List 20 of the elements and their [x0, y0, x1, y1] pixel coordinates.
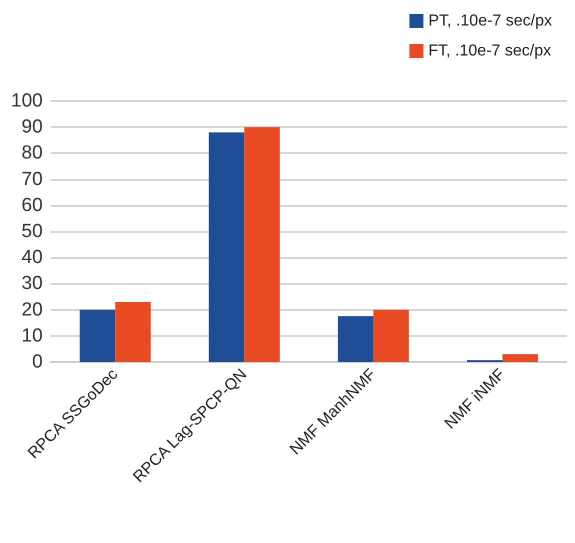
y-tick-label: 80 [22, 142, 43, 164]
bar [80, 310, 116, 362]
legend-label: PT, .10e-7 sec/px [428, 12, 552, 30]
bar [338, 316, 374, 362]
y-tick-label: 90 [22, 116, 43, 138]
y-tick-label: 60 [22, 194, 43, 216]
y-tick-label: 20 [22, 299, 43, 320]
bar [244, 127, 280, 362]
y-tick-label: 10 [22, 325, 43, 346]
y-tick-label: 40 [22, 247, 43, 268]
bar [115, 302, 151, 362]
y-tick-label: 0 [32, 352, 43, 372]
bar [373, 310, 409, 362]
y-tick-label: 30 [22, 273, 43, 294]
bar [502, 354, 538, 362]
bar [208, 132, 244, 362]
legend-label: FT, .10e-7 sec/px [428, 42, 552, 60]
y-tick-label: 70 [22, 168, 43, 190]
y-tick-label: 100 [11, 90, 43, 112]
y-tick-label: 50 [22, 221, 43, 242]
